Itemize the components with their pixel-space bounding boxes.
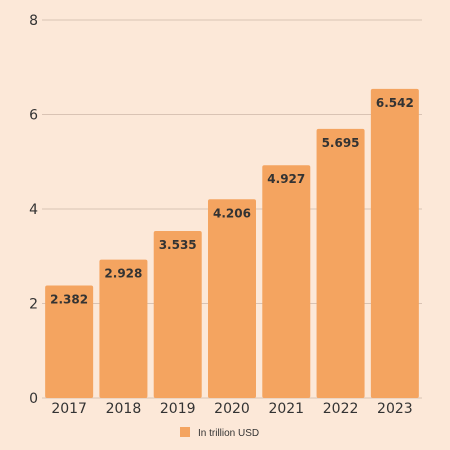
data-label-2023: 6.542 [376,96,414,110]
y-tick-label: 6 [29,108,38,124]
x-tick-label-2023: 2023 [377,401,413,417]
bars [45,88,419,398]
bar-2020[interactable] [208,199,256,398]
x-tick-label-2018: 2018 [106,401,142,417]
legend[interactable]: In trillion USD [180,427,259,439]
data-label-2019: 3.535 [159,238,197,252]
y-tick-label: 4 [29,202,38,218]
x-tick-label-2019: 2019 [160,401,196,417]
y-tick-label: 2 [29,297,38,313]
legend-label: In trillion USD [198,428,259,439]
data-label-2020: 4.206 [213,206,251,220]
bar-2023[interactable] [370,88,419,398]
bar-2021[interactable] [262,165,311,398]
data-label-2018: 2.928 [104,267,142,281]
bar-2022[interactable] [316,128,365,398]
x-tick-label-2020: 2020 [214,401,250,417]
x-tick-label-2017: 2017 [51,401,87,417]
y-axis-ticks: 0 2 4 6 8 [29,13,38,407]
data-label-2021: 4.927 [267,172,305,186]
bar-2018[interactable] [99,259,148,398]
data-label-2017: 2.382 [50,292,88,306]
bar-2017[interactable] [45,285,94,398]
data-label-2022: 5.695 [322,136,360,150]
legend-swatch [180,427,190,437]
y-tick-label: 0 [29,391,38,407]
bar-2019[interactable] [153,230,202,398]
y-tick-label: 8 [29,13,38,29]
data-labels: 2.382 2.928 3.535 4.206 4.927 5.695 6.542 [50,96,414,307]
x-tick-label-2021: 2021 [268,401,304,417]
x-tick-label-2022: 2022 [323,401,359,417]
x-axis-ticks: 2017 2018 2019 2020 2021 2022 2023 [51,401,412,417]
